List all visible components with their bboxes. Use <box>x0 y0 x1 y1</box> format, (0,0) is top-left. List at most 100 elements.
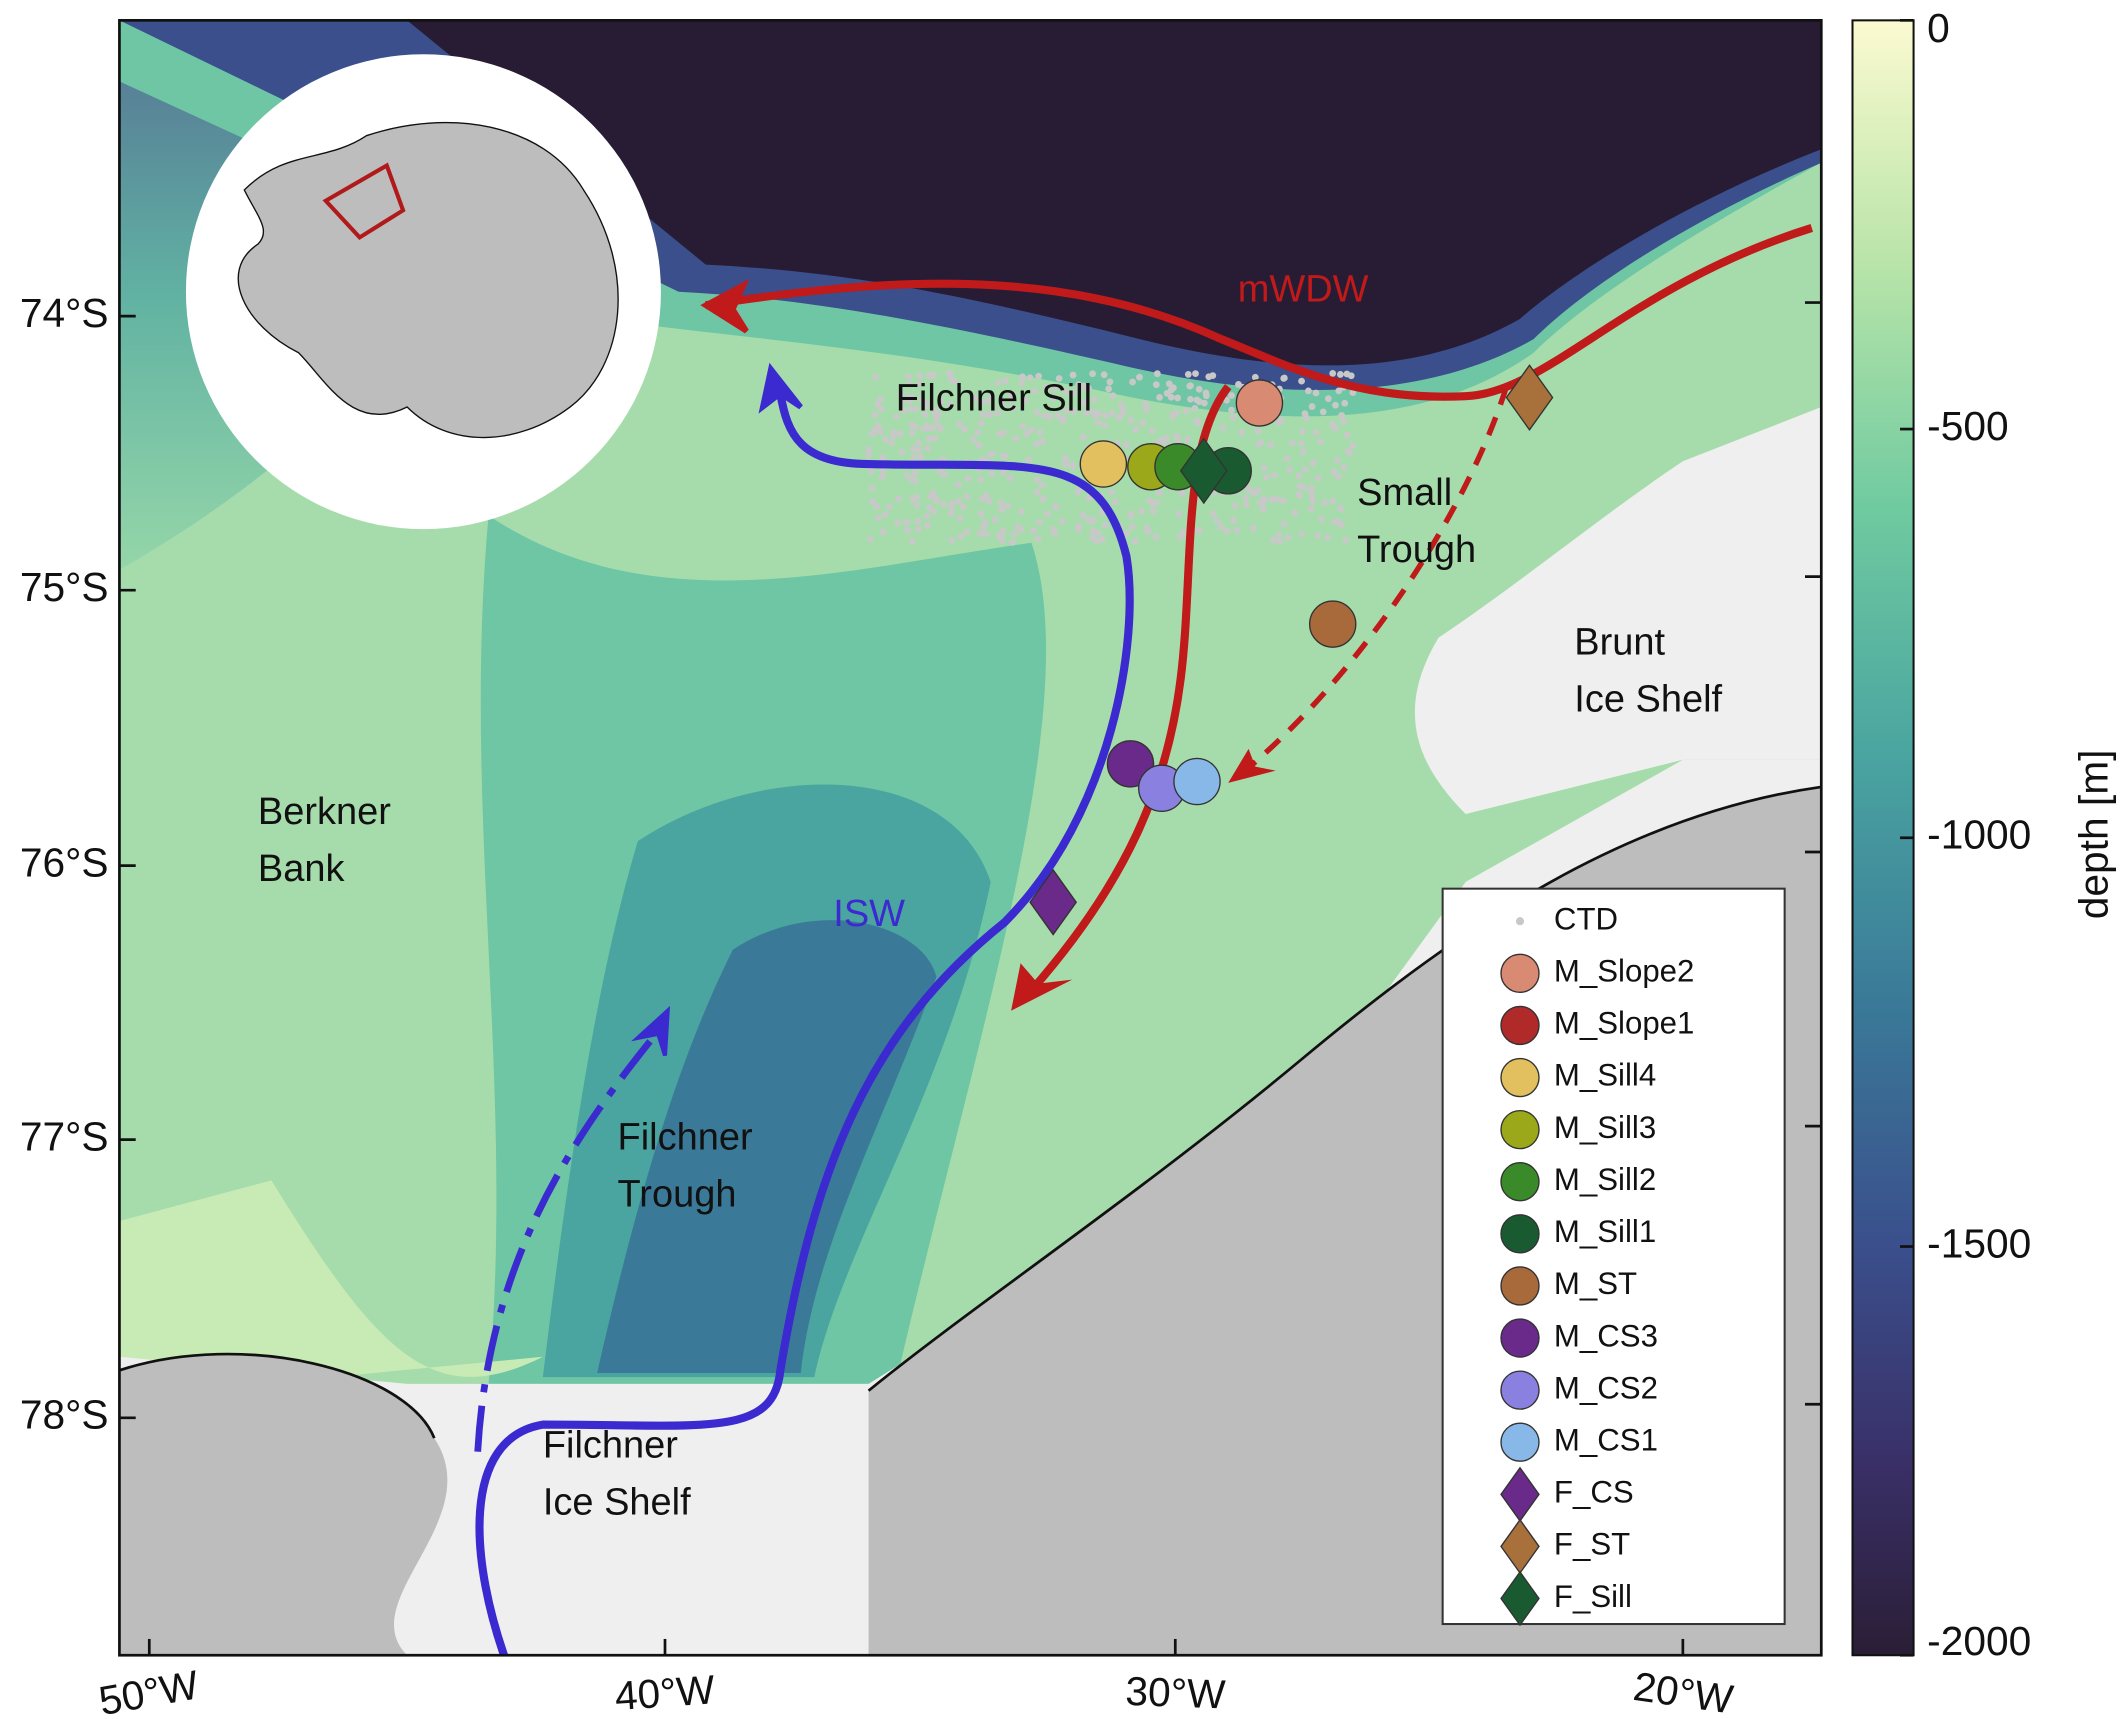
ctd-point <box>917 453 925 461</box>
deep-ocean <box>407 20 1822 366</box>
ctd-point <box>1279 497 1287 504</box>
ctd-point <box>998 537 1006 545</box>
ctd-point <box>1340 418 1348 425</box>
ctd-point <box>1108 409 1116 417</box>
ctd-point <box>1329 370 1337 377</box>
ctd-point <box>1069 371 1077 379</box>
ctd-point <box>1321 499 1329 506</box>
ctd-point <box>1213 517 1221 525</box>
ctd-point <box>867 467 875 475</box>
ctd-point <box>1139 419 1147 427</box>
ctd-point <box>1298 440 1305 447</box>
ctd-point <box>956 514 964 522</box>
ctd-point <box>868 484 876 492</box>
ctd-point <box>1115 414 1123 422</box>
ctd-point <box>1314 532 1322 539</box>
ctd-point <box>1223 527 1231 535</box>
ctd-point <box>1341 399 1349 407</box>
ctd-point <box>890 429 897 437</box>
ctd-point <box>1033 476 1041 484</box>
ctd-point <box>1006 474 1014 482</box>
legend-label: M_Sill3 <box>1554 1110 1656 1145</box>
ctd-point <box>1267 441 1275 449</box>
ctd-point <box>1229 413 1237 421</box>
place-label: Small <box>1357 472 1452 514</box>
ctd-point <box>1336 371 1344 378</box>
ctd-point <box>1260 495 1268 502</box>
ctd-point <box>1105 385 1113 393</box>
ctd-point <box>1117 401 1125 409</box>
ctd-point <box>1102 412 1109 420</box>
ctd-point <box>874 400 881 408</box>
ctd-point <box>960 425 968 433</box>
ctd-point <box>1295 472 1303 480</box>
ctd-point <box>1085 495 1093 502</box>
ctd-point <box>1309 497 1317 505</box>
ctd-point <box>970 436 978 444</box>
ctd-point <box>1098 535 1106 543</box>
ctd-point <box>1152 381 1160 389</box>
ctd-point <box>1131 537 1139 545</box>
place-label: Trough <box>618 1174 737 1216</box>
ctd-point <box>1329 497 1337 505</box>
ctd-point <box>888 439 896 447</box>
ctd-point <box>948 536 956 544</box>
ctd-point <box>997 499 1005 507</box>
ctd-point <box>915 525 922 533</box>
ctd-point <box>1035 372 1043 380</box>
ctd-point <box>1146 497 1154 505</box>
current-label: mWDW <box>1238 269 1369 311</box>
ctd-point <box>1291 509 1299 517</box>
place-label: Filchner Sill <box>896 377 1092 419</box>
ctd-point <box>881 510 889 518</box>
legend-label: M_CS3 <box>1554 1318 1658 1353</box>
ctd-point <box>1308 403 1316 410</box>
mwdw-dashed <box>1240 385 1510 776</box>
ctd-point <box>1296 482 1304 490</box>
ctd-point <box>1037 429 1044 436</box>
ctd-point <box>1343 431 1351 439</box>
ctd-point <box>1167 393 1175 401</box>
ctd-point <box>1286 466 1294 474</box>
ctd-point <box>925 372 933 380</box>
ctd-point <box>1026 374 1034 382</box>
colorbar-label: depth [m] <box>2071 750 2117 920</box>
ctd-point <box>1302 466 1309 473</box>
ctd-point <box>1143 406 1151 414</box>
ctd-point <box>1174 436 1182 444</box>
ctd-point <box>1100 371 1108 379</box>
ctd-point <box>1152 533 1160 541</box>
ctd-point <box>923 522 931 529</box>
site-marker <box>1179 437 1228 505</box>
ctd-point <box>1280 374 1288 382</box>
ctd-point <box>916 372 924 380</box>
ctd-point <box>1106 378 1114 386</box>
ctd-point <box>894 495 902 503</box>
ctd-point <box>897 390 905 398</box>
place-label: Brunt <box>1574 621 1665 663</box>
ctd-point <box>1068 461 1076 469</box>
ctd-point <box>914 439 922 447</box>
ctd-point <box>1238 429 1246 437</box>
ctd-point <box>1231 502 1239 510</box>
ctd-point <box>1340 463 1348 471</box>
ctd-point <box>892 413 900 421</box>
ctd-point <box>1149 507 1157 515</box>
ctd-point <box>979 411 987 419</box>
ctd-point <box>1017 526 1025 533</box>
ctd-point <box>1318 515 1325 523</box>
legend-marker <box>1500 1318 1540 1358</box>
ctd-point <box>929 489 937 497</box>
ctd-point <box>1074 488 1082 496</box>
antarctica <box>237 121 619 439</box>
ctd-point <box>911 469 919 477</box>
ctd-point <box>940 500 948 508</box>
ctd-point <box>908 476 916 484</box>
legend-label: M_CS2 <box>1554 1370 1658 1405</box>
ctd-point <box>908 429 916 437</box>
ctd-point <box>925 435 933 443</box>
ctd-point <box>980 523 987 531</box>
ctd-point <box>937 398 945 405</box>
legend-label: F_CS <box>1554 1475 1634 1510</box>
legend-label: F_Sill <box>1554 1579 1632 1614</box>
